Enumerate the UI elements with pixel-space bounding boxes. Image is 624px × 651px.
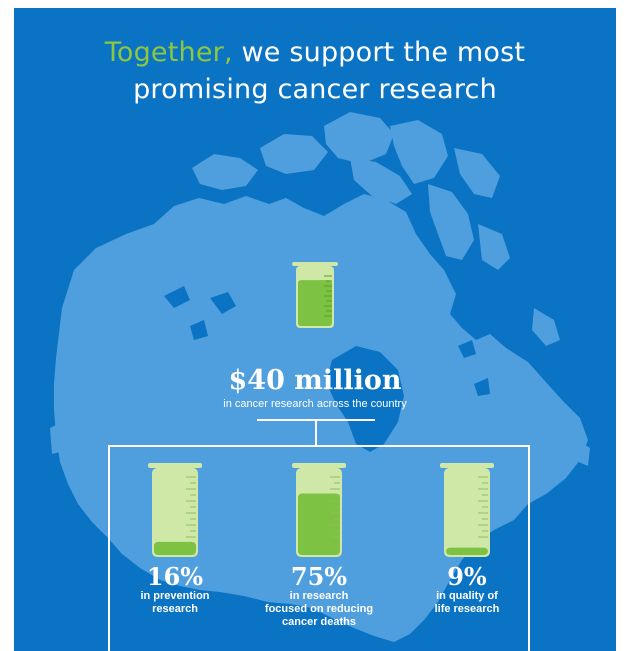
- stat-reducing-deaths: 75% in research focused on reducing canc…: [244, 564, 394, 629]
- connector-stem: [315, 420, 317, 446]
- breakdown-frame: [108, 445, 530, 651]
- headline-line1: we support the most: [232, 37, 526, 68]
- hero-beaker-icon: [292, 262, 338, 328]
- stat-reducing-deaths-percent: 75%: [290, 562, 348, 591]
- stat-reducing-deaths-label: in research focused on reducing cancer d…: [264, 590, 374, 628]
- prevention-beaker-icon: [148, 463, 202, 557]
- headline-line2: promising cancer research: [133, 74, 497, 105]
- stat-prevention-label: in prevention research: [140, 590, 210, 615]
- total-amount: $40 million: [228, 365, 402, 396]
- total-caption: in cancer research across the country: [223, 398, 407, 410]
- stat-prevention-percent: 16%: [146, 562, 204, 591]
- reducing-deaths-beaker-icon: [292, 463, 346, 557]
- stat-prevention: 16% in prevention research: [100, 564, 250, 616]
- quality-of-life-beaker-icon: [440, 463, 494, 557]
- stat-quality-of-life-percent: 9%: [447, 562, 487, 591]
- headline: Together, we support the most promising …: [14, 34, 616, 108]
- stat-quality-of-life: 9% in quality of life research: [392, 564, 542, 616]
- headline-accent: Together,: [104, 37, 233, 68]
- infographic-panel: Together, we support the most promising …: [14, 8, 616, 651]
- stat-quality-of-life-label: in quality of life research: [434, 590, 500, 615]
